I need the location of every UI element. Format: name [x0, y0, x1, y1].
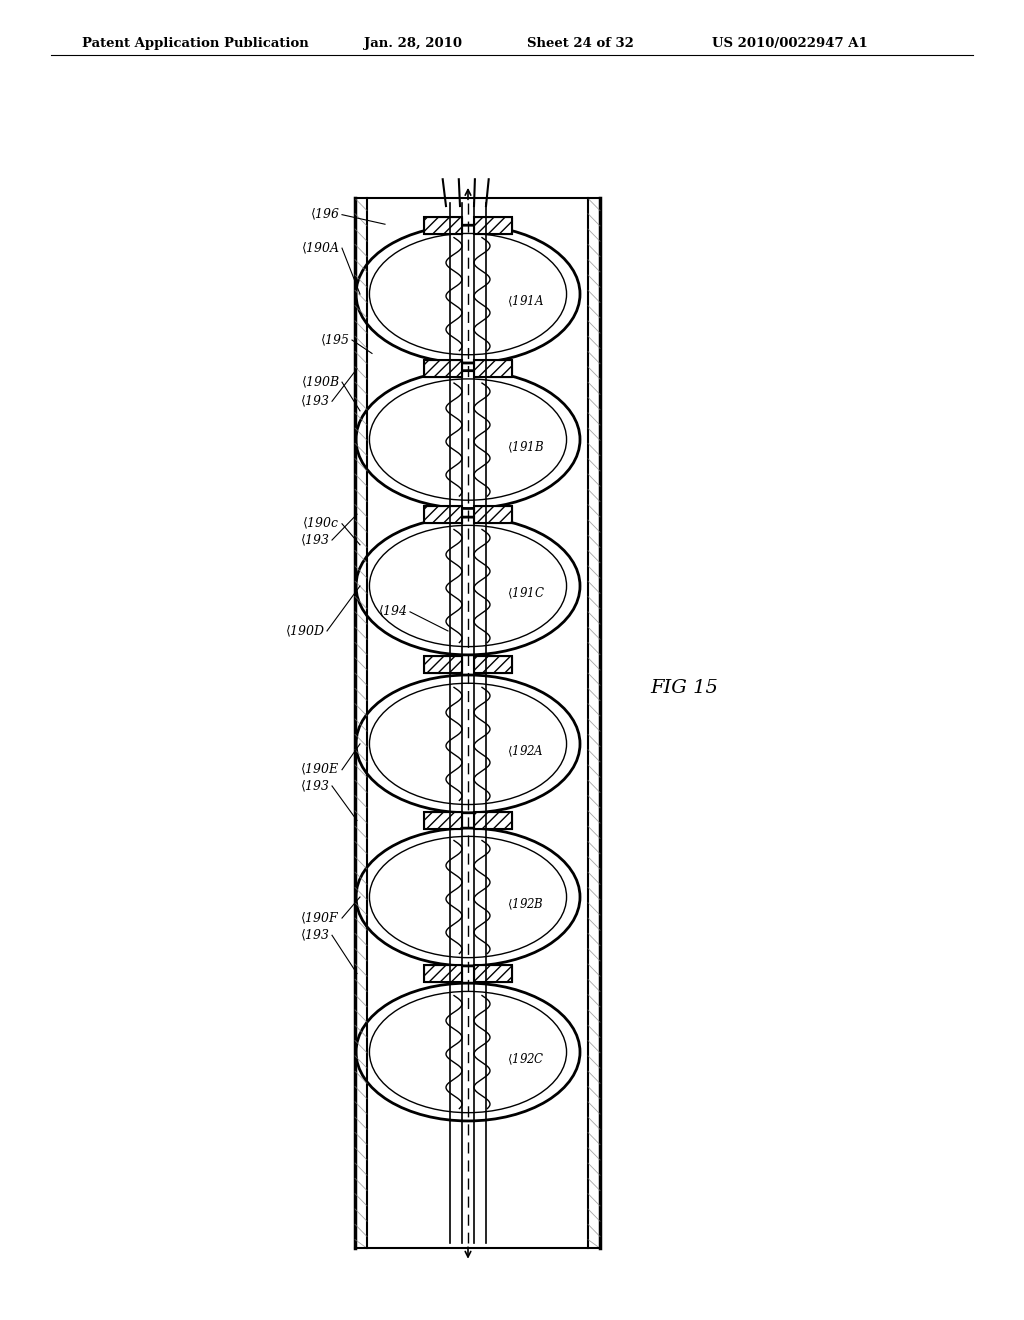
Text: $\langle$191A: $\langle$191A [507, 294, 544, 309]
Bar [474, 360, 512, 378]
Text: Sheet 24 of 32: Sheet 24 of 32 [527, 37, 634, 50]
Bar [474, 656, 512, 673]
Text: $\langle$192C: $\langle$192C [507, 1052, 545, 1068]
Bar [474, 216, 512, 234]
Text: FIG 15: FIG 15 [650, 680, 718, 697]
Bar [424, 965, 462, 982]
Bar [474, 965, 512, 982]
Bar [474, 965, 512, 982]
Text: Jan. 28, 2010: Jan. 28, 2010 [364, 37, 462, 50]
Bar [424, 360, 462, 378]
Bar [474, 506, 512, 523]
Text: $\langle$194: $\langle$194 [378, 605, 408, 619]
Text: $\langle$193: $\langle$193 [300, 928, 330, 942]
Text: $\langle$190c: $\langle$190c [302, 516, 340, 532]
Bar [424, 216, 462, 234]
Text: $\langle$190D: $\langle$190D [285, 623, 325, 639]
Text: $\langle$190B: $\langle$190B [301, 375, 340, 389]
Bar [424, 812, 462, 829]
Bar [474, 506, 512, 523]
Text: $\langle$190F: $\langle$190F [300, 911, 340, 925]
Text: $\langle$196: $\langle$196 [309, 207, 340, 222]
Text: Patent Application Publication: Patent Application Publication [82, 37, 308, 50]
Bar [424, 506, 462, 523]
Text: $\langle$190E: $\langle$190E [300, 762, 340, 777]
Bar [424, 216, 462, 234]
Text: $\langle$191C: $\langle$191C [507, 586, 545, 602]
Bar [424, 965, 462, 982]
Text: $\langle$193: $\langle$193 [300, 393, 330, 409]
Bar [424, 656, 462, 673]
Text: $\langle$192A: $\langle$192A [507, 744, 544, 759]
Text: $\langle$191B: $\langle$191B [507, 440, 545, 455]
Bar [424, 812, 462, 829]
Text: $\langle$193: $\langle$193 [300, 532, 330, 548]
Bar [424, 506, 462, 523]
Bar [424, 360, 462, 378]
Text: $\langle$195: $\langle$195 [321, 333, 350, 347]
Text: US 2010/0022947 A1: US 2010/0022947 A1 [712, 37, 867, 50]
Bar [474, 216, 512, 234]
Bar [474, 812, 512, 829]
Bar [474, 360, 512, 378]
Text: $\langle$192B: $\langle$192B [507, 898, 544, 912]
Bar [424, 656, 462, 673]
Text: $\langle$193: $\langle$193 [300, 779, 330, 793]
Bar [474, 812, 512, 829]
Bar [474, 656, 512, 673]
Text: $\langle$190A: $\langle$190A [301, 240, 340, 256]
